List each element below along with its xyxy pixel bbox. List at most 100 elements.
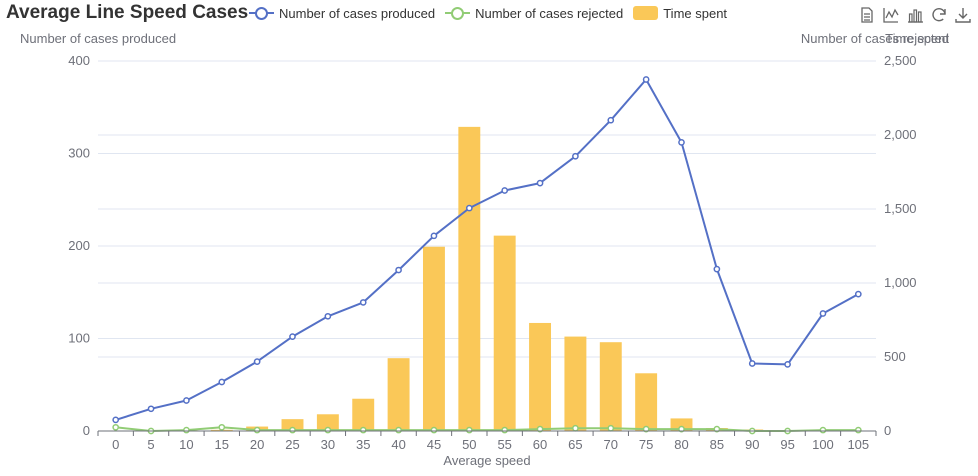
- y-axis-right-name-2: Time spent: [885, 31, 949, 46]
- x-tick-label: 20: [250, 437, 264, 452]
- x-tick-label: 70: [604, 437, 618, 452]
- data-point: [678, 139, 685, 146]
- legend-item-time-spent[interactable]: Time spent: [633, 6, 727, 21]
- restore-icon[interactable]: [930, 6, 948, 24]
- line-chart-icon[interactable]: [882, 6, 900, 24]
- series-line: [115, 78, 859, 421]
- data-point: [253, 426, 261, 434]
- toolbox: [858, 6, 972, 24]
- data-point: [819, 310, 827, 317]
- data-point: [607, 424, 615, 432]
- data-point: [218, 378, 226, 386]
- x-tick-label: 50: [462, 437, 476, 452]
- save-image-icon[interactable]: [954, 6, 972, 24]
- data-point: [395, 266, 402, 274]
- y-tick-label-left: 300: [68, 146, 90, 161]
- data-point: [536, 425, 544, 433]
- x-tick-label: 75: [639, 437, 653, 452]
- data-point: [324, 312, 332, 320]
- bar: [422, 246, 445, 431]
- data-point: [854, 426, 862, 434]
- x-tick-label: 45: [427, 437, 441, 452]
- x-tick-label: 35: [356, 437, 370, 452]
- bar: [458, 126, 481, 432]
- legend-swatch-line: [445, 6, 471, 20]
- x-tick-label: 0: [112, 437, 119, 452]
- legend-label: Number of cases rejected: [475, 5, 624, 21]
- data-point: [501, 187, 509, 194]
- data-point: [183, 397, 190, 404]
- bar: [670, 418, 693, 431]
- data-point: [147, 405, 155, 413]
- data-point: [678, 425, 685, 433]
- data-point: [324, 426, 332, 434]
- x-tick-label: 80: [674, 437, 688, 452]
- legend: Number of cases produced Number of cases…: [249, 3, 727, 23]
- legend-item-cases-rejected[interactable]: Number of cases rejected: [445, 6, 623, 21]
- data-point: [359, 426, 367, 434]
- y-tick-label-right: 0: [884, 423, 891, 438]
- x-axis-name: Average speed: [443, 453, 530, 468]
- data-point: [501, 426, 509, 434]
- data-point: [784, 361, 791, 368]
- legend-label: Time spent: [663, 5, 728, 21]
- data-point: [430, 232, 438, 240]
- data-point: [112, 416, 120, 424]
- data-point: [112, 423, 120, 431]
- data-point: [289, 333, 296, 340]
- legend-swatch-bar: [633, 6, 659, 20]
- y-tick-label-right: 500: [884, 349, 906, 364]
- series-line: [115, 426, 859, 432]
- x-tick-label: 5: [147, 437, 154, 452]
- data-view-icon[interactable]: [858, 6, 876, 24]
- data-point: [819, 426, 827, 434]
- bar: [493, 235, 516, 431]
- x-tick-label: 95: [780, 437, 794, 452]
- x-tick-label: 105: [847, 437, 869, 452]
- y-tick-label-left: 0: [83, 423, 90, 438]
- y-tick-label-left: 100: [68, 331, 90, 346]
- x-tick-label: 15: [215, 437, 229, 452]
- y-axis-left-name: Number of cases produced: [20, 31, 176, 46]
- x-tick-label: 30: [321, 437, 335, 452]
- data-point: [183, 426, 190, 434]
- data-point: [607, 116, 615, 124]
- data-point: [218, 423, 226, 431]
- data-point: [395, 426, 402, 434]
- chart-title: Average Line Speed Cases: [6, 2, 249, 23]
- x-tick-label: 100: [812, 437, 834, 452]
- y-tick-label-right: 2,000: [884, 127, 917, 142]
- bar: [387, 358, 410, 431]
- y-tick-label-right: 2,500: [884, 53, 917, 68]
- data-point: [465, 204, 473, 212]
- legend-swatch-line: [249, 6, 274, 20]
- bar: [529, 322, 552, 431]
- data-point: [713, 265, 721, 273]
- y-axis-right-name-1: Number of cases rejected: [801, 31, 949, 46]
- legend-item-cases-produced[interactable]: Number of cases produced: [249, 6, 435, 21]
- data-point: [713, 425, 721, 433]
- x-tick-label: 40: [391, 437, 405, 452]
- x-tick-label: 10: [179, 437, 193, 452]
- data-point: [465, 426, 473, 434]
- data-point: [854, 290, 862, 298]
- y-tick-label-left: 400: [68, 53, 90, 68]
- bar: [316, 414, 339, 431]
- x-tick-label: 60: [533, 437, 547, 452]
- x-tick-label: 90: [745, 437, 759, 452]
- x-tick-label: 65: [568, 437, 582, 452]
- x-tick-label: 85: [710, 437, 724, 452]
- bar-chart-icon[interactable]: [906, 6, 924, 24]
- data-point: [572, 424, 579, 432]
- data-point: [642, 76, 650, 83]
- data-point: [572, 152, 579, 160]
- data-point: [430, 426, 438, 434]
- x-tick-label: 55: [497, 437, 511, 452]
- data-point: [642, 425, 650, 433]
- legend-label: Number of cases produced: [279, 5, 436, 21]
- data-point: [748, 360, 756, 367]
- bar: [635, 373, 658, 431]
- data-point: [289, 426, 296, 434]
- x-tick-label: 25: [285, 437, 299, 452]
